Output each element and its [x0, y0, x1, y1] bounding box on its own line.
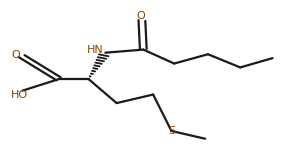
Text: S: S — [168, 126, 175, 136]
Text: HN: HN — [87, 45, 104, 55]
Text: O: O — [136, 11, 145, 21]
Text: HO: HO — [11, 90, 28, 100]
Text: O: O — [11, 50, 20, 60]
